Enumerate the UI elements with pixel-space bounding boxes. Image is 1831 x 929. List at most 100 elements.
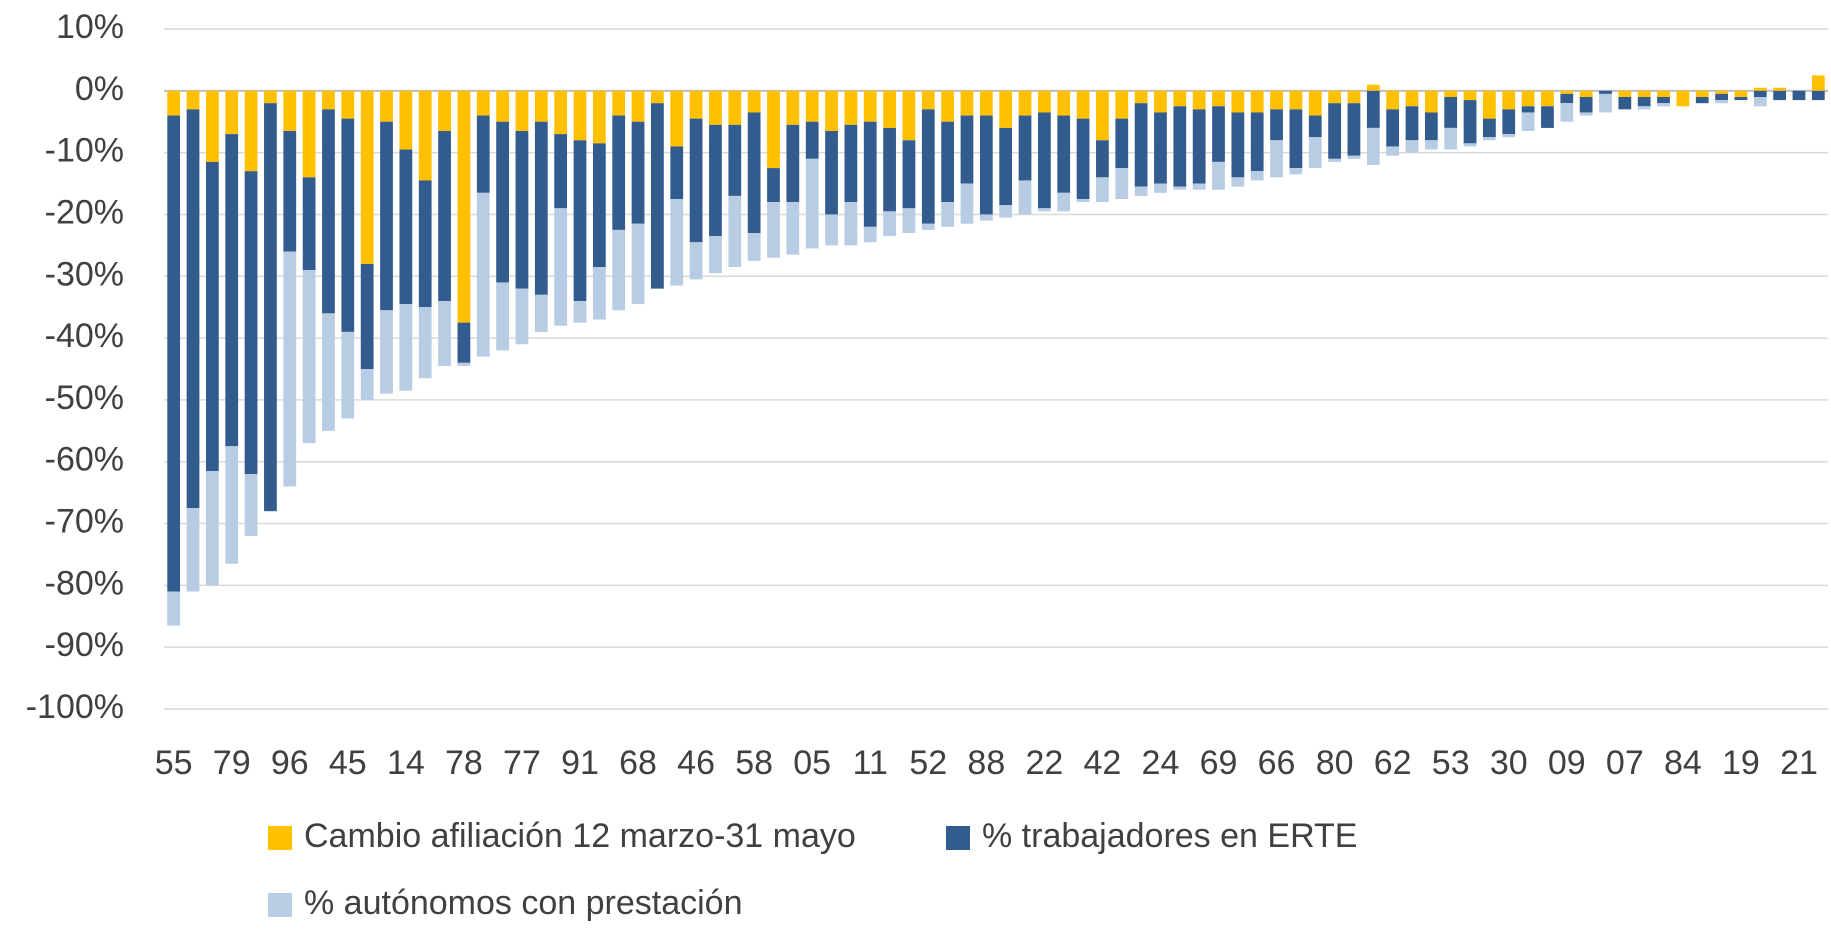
bar-segment: [1366, 84, 1380, 91]
bar-segment: [805, 90, 819, 122]
bar-segment: [302, 90, 316, 178]
bar-segment: [360, 90, 374, 264]
bar-segment: [457, 90, 471, 323]
bar-segment: [651, 90, 664, 104]
y-tick-label: -70%: [45, 503, 124, 541]
bar-segment: [1192, 109, 1206, 184]
x-tick-label: 62: [1374, 744, 1412, 782]
bar-segment: [1444, 127, 1458, 150]
bar-segment: [1289, 90, 1303, 110]
bar-segment: [786, 202, 800, 255]
bar-segment: [670, 199, 684, 286]
bar-segment: [438, 301, 451, 366]
bar-segment: [476, 192, 490, 357]
bar-segment: [805, 121, 819, 159]
bar-segment: [1115, 168, 1129, 199]
bar-segment: [341, 90, 355, 119]
bar-segment: [205, 90, 219, 162]
x-tick-label: 11: [853, 744, 888, 782]
y-tick-label: -40%: [45, 317, 124, 355]
bar-segment: [670, 146, 684, 199]
x-tick-label: 84: [1664, 744, 1702, 782]
bar-segment: [167, 591, 181, 626]
bar-segment: [941, 90, 955, 122]
bar-segment: [1734, 97, 1748, 101]
bar-segment: [863, 121, 877, 227]
bar-segment: [747, 112, 761, 233]
bar-segment: [1134, 186, 1148, 196]
bar-segment: [360, 263, 374, 369]
bar-segment: [651, 103, 664, 289]
legend-label: % autónomos con prestación: [304, 884, 742, 922]
bar-segment: [476, 115, 490, 193]
bar-segment: [167, 90, 181, 116]
y-tick-label: -60%: [45, 441, 124, 479]
bar-segment: [554, 134, 568, 209]
bar-segment: [767, 202, 780, 258]
bar-segment: [283, 90, 297, 131]
x-tick-label: 55: [155, 744, 193, 782]
bar-segment: [786, 124, 800, 203]
bar-segment: [573, 90, 587, 141]
bar-segment: [1386, 146, 1400, 156]
bar-segment: [689, 242, 703, 280]
bar-segment: [1173, 106, 1187, 187]
bar-segment: [1018, 115, 1032, 181]
bar-segment: [205, 161, 219, 471]
bar-segment: [999, 205, 1013, 218]
bar-segment: [921, 223, 935, 230]
y-tick-label: -10%: [45, 132, 124, 170]
bar-segment: [1386, 90, 1400, 110]
bar-segment: [1154, 183, 1167, 193]
bar-segment: [1483, 137, 1496, 141]
x-tick-label: 42: [1084, 744, 1122, 782]
bar-segment: [1250, 112, 1264, 172]
y-tick-label: -30%: [45, 255, 124, 293]
x-tick-label: 46: [677, 744, 715, 782]
bar-segment: [689, 90, 703, 119]
x-tick-label: 80: [1316, 744, 1354, 782]
bar-segment: [1792, 90, 1806, 101]
bar-segment: [1521, 112, 1535, 131]
bar-segment: [1308, 137, 1322, 169]
bar-segment: [612, 90, 626, 116]
bar-segment: [1076, 199, 1090, 203]
bar-segment: [554, 90, 568, 135]
bar-segment: [902, 90, 916, 141]
bar-segment: [902, 208, 916, 233]
y-tick-label: 10%: [56, 8, 124, 46]
bar-segment: [264, 90, 277, 104]
bar-segment: [999, 90, 1013, 128]
bar-segment: [1579, 97, 1593, 113]
bar-segment: [1753, 90, 1767, 97]
bar-segment: [244, 90, 258, 172]
bar-segment: [1018, 180, 1032, 215]
bar-segment: [1154, 90, 1167, 113]
x-tick-label: 52: [909, 744, 947, 782]
bar-segment: [767, 168, 780, 203]
bar-segment: [844, 124, 858, 203]
bar-segment: [1366, 127, 1380, 165]
bar-segment: [1753, 97, 1767, 107]
bar-segment: [612, 229, 626, 311]
bar-segment: [1328, 103, 1341, 159]
bar-segment: [380, 121, 393, 311]
bar-segment: [1657, 97, 1670, 104]
bar-segment: [709, 236, 722, 274]
bar-segment: [805, 158, 819, 249]
bar-segment: [1231, 177, 1245, 187]
bar-segment: [1231, 112, 1245, 178]
bar-segment: [1134, 90, 1148, 104]
bar-segment: [786, 90, 800, 125]
bar-segment: [1424, 112, 1438, 141]
bar-segment: [1444, 97, 1458, 128]
bar-segment: [960, 90, 974, 116]
bar-segment: [979, 90, 993, 116]
bar-segment: [1037, 208, 1051, 212]
legend-swatch: [268, 893, 292, 917]
bar-segment: [592, 143, 606, 267]
bar-segment: [1347, 90, 1361, 104]
legend-label: Cambio afiliación 12 marzo-31 mayo: [304, 817, 856, 855]
y-tick-label: -80%: [45, 564, 124, 602]
